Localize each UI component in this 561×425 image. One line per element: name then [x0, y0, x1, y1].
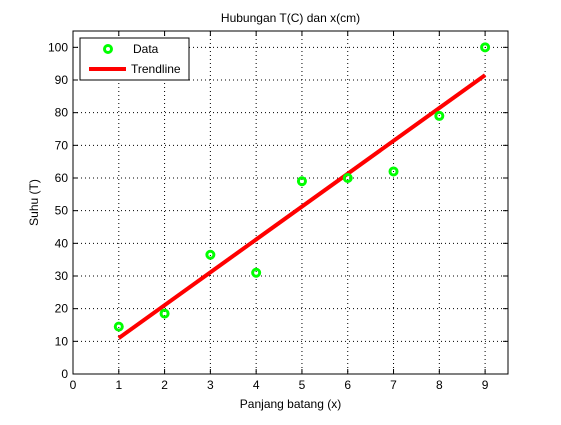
- legend-label-trendline: Trendline: [131, 62, 181, 76]
- x-tick-label: 0: [70, 378, 77, 392]
- legend-box: [79, 37, 190, 81]
- y-tick-label: 90: [55, 73, 69, 87]
- legend-marker-data: [103, 44, 113, 54]
- y-tick-label: 30: [55, 269, 69, 283]
- x-tick-label: 5: [299, 378, 306, 392]
- x-tick-label: 2: [161, 378, 168, 392]
- x-axis-label: Panjang batang (x): [240, 397, 341, 411]
- y-tick-label: 10: [55, 334, 69, 348]
- y-axis-label: Suhu (T): [27, 179, 41, 226]
- x-tick-label: 4: [253, 378, 260, 392]
- x-tick-label: 8: [436, 378, 443, 392]
- trendline: [117, 73, 487, 340]
- data-point: [296, 176, 307, 187]
- y-tick-label: 20: [55, 302, 69, 316]
- data-series: [113, 42, 491, 340]
- data-point: [388, 166, 399, 177]
- x-tick-label: 7: [390, 378, 397, 392]
- data-point: [159, 308, 170, 319]
- x-tick-label: 1: [115, 378, 122, 392]
- legend-label-data: Data: [133, 42, 159, 56]
- data-point: [434, 110, 445, 121]
- x-tick-label: 3: [207, 378, 214, 392]
- y-tick-label: 70: [55, 138, 69, 152]
- data-point: [480, 42, 491, 53]
- data-point: [342, 173, 353, 183]
- y-tick-label: 80: [55, 106, 69, 120]
- y-tick-label: 0: [61, 367, 68, 381]
- x-tick-label: 6: [344, 378, 351, 392]
- x-tick-label: 9: [482, 378, 489, 392]
- y-tick-label: 40: [55, 236, 69, 250]
- data-point: [205, 249, 216, 260]
- y-tick-label: 60: [55, 171, 69, 185]
- data-point: [251, 267, 262, 278]
- legend: Data Trendline: [79, 37, 190, 81]
- chart-title: Hubungan T(C) dan x(cm): [221, 11, 360, 25]
- plot-area: [72, 30, 509, 375]
- data-point: [113, 321, 124, 332]
- y-tick-label: 50: [55, 204, 69, 218]
- y-tick-label: 100: [48, 40, 68, 54]
